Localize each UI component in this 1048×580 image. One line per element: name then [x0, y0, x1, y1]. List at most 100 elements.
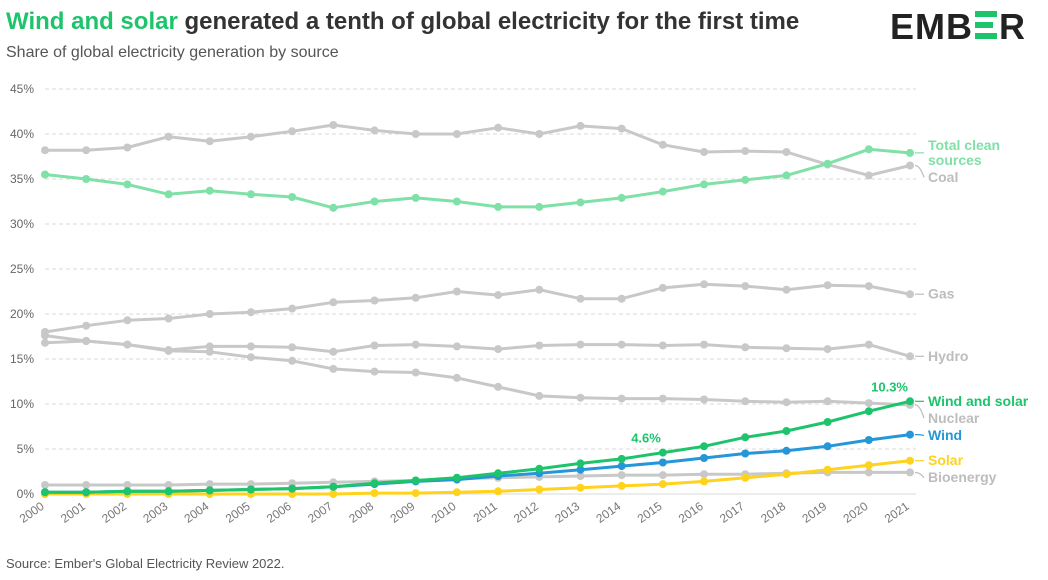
data-point-bioenergy: [123, 481, 132, 489]
data-point-solar: [658, 480, 667, 489]
data-point-nuclear: [535, 391, 544, 400]
data-point-wind-and-solar: [741, 433, 750, 442]
data-point-coal: [535, 130, 544, 138]
series-label-hydro: Hydro: [928, 348, 968, 364]
data-point-hydro: [370, 341, 379, 350]
data-point-coal: [41, 146, 49, 155]
series-line-gas: [44, 282, 911, 334]
data-point-bioenergy: [205, 480, 214, 489]
data-point-hydro: [823, 345, 832, 354]
x-tick-label: 2007: [305, 499, 335, 526]
data-point-total-clean-sources: [782, 171, 791, 180]
data-point-hydro: [535, 341, 544, 350]
data-point-nuclear: [658, 394, 667, 403]
data-point-gas: [494, 291, 503, 300]
x-tick-label: 2017: [717, 499, 747, 526]
data-point-wind: [906, 430, 914, 439]
series-label-bioenergy: Bioenergy: [928, 469, 997, 485]
data-point-wind-and-solar: [658, 448, 667, 457]
data-point-hydro: [288, 343, 297, 352]
logo-e-mark: [975, 10, 997, 40]
data-point-bioenergy: [576, 472, 585, 480]
chart-subtitle: Share of global electricity generation b…: [6, 44, 339, 61]
data-point-wind: [700, 454, 709, 462]
series-label-coal: Coal: [928, 169, 958, 185]
x-tick-label: 2011: [471, 499, 500, 525]
data-point-bioenergy: [906, 468, 914, 477]
x-tick-label: 2002: [99, 499, 129, 526]
data-point-gas: [452, 287, 461, 296]
data-point-total-clean-sources: [370, 197, 379, 206]
data-point-solar: [906, 456, 914, 465]
data-point-nuclear: [494, 382, 503, 391]
data-point-gas: [205, 310, 214, 318]
series-label-gas: Gas: [928, 286, 955, 302]
data-point-wind-and-solar: [123, 487, 132, 496]
data-point-wind-and-solar: [617, 454, 626, 463]
data-point-gas: [246, 308, 255, 317]
series-line-total-clean-sources: [44, 147, 911, 210]
data-point-hydro: [246, 342, 255, 351]
x-tick-label: 2008: [346, 499, 376, 526]
data-point-nuclear: [452, 373, 461, 382]
chart-title-highlight: Wind and solar: [6, 8, 178, 35]
series-line-hydro: [44, 339, 911, 358]
data-point-nuclear: [329, 364, 338, 373]
x-tick-label: 2004: [182, 499, 212, 526]
x-tick-label: 2012: [511, 499, 541, 526]
data-point-hydro: [617, 340, 626, 349]
data-point-gas: [741, 282, 750, 291]
x-tick-label: 2021: [882, 499, 912, 526]
data-point-solar: [535, 485, 544, 494]
data-point-hydro: [864, 340, 873, 349]
data-point-gas: [700, 280, 709, 289]
data-point-gas: [411, 293, 420, 302]
data-point-nuclear: [411, 368, 420, 377]
data-point-wind-and-solar: [782, 427, 791, 435]
chart-title: Wind and solar generated a tenth of glob…: [6, 8, 799, 36]
data-point-coal: [123, 143, 132, 152]
data-point-total-clean-sources: [741, 175, 750, 184]
x-tick-label: 2015: [635, 499, 665, 526]
data-point-gas: [906, 290, 914, 299]
x-tick-label: 2010: [429, 499, 459, 526]
data-point-solar: [823, 465, 832, 474]
series-line-coal: [45, 123, 911, 177]
data-point-coal: [452, 130, 461, 138]
data-point-hydro: [494, 345, 503, 354]
data-point-gas: [658, 283, 667, 292]
data-point-total-clean-sources: [864, 145, 873, 154]
data-point-gas: [164, 314, 173, 323]
data-point-wind: [864, 436, 873, 444]
data-point-solar: [494, 487, 503, 496]
y-tick-label: 20%: [10, 307, 34, 321]
data-point-total-clean-sources: [123, 180, 132, 189]
data-point-wind-and-solar: [700, 442, 709, 451]
data-point-nuclear: [617, 394, 626, 403]
data-point-total-clean-sources: [906, 148, 914, 157]
data-point-gas: [617, 294, 626, 303]
data-point-total-clean-sources: [452, 197, 461, 206]
data-point-total-clean-sources: [82, 175, 91, 183]
data-point-wind-and-solar: [576, 459, 585, 468]
data-point-wind: [617, 462, 626, 471]
data-point-hydro: [700, 340, 709, 349]
data-point-solar: [452, 488, 461, 497]
x-tick-label: 2006: [264, 499, 294, 526]
line-chart: 0% 5% 10% 15% 20% 25% 30% 35% 40% 45% 2000 2001 2002…: [10, 82, 1029, 526]
data-point-solar: [370, 489, 379, 498]
data-point-wind-and-solar: [164, 487, 173, 496]
series-line-solar: [45, 459, 911, 496]
data-point-coal: [864, 171, 873, 180]
x-tick-label: 2013: [552, 499, 582, 526]
x-tick-label: 2000: [17, 499, 47, 526]
data-point-gas: [823, 281, 832, 290]
data-point-total-clean-sources: [700, 180, 709, 189]
y-tick-label: 35%: [10, 172, 34, 186]
data-point-coal: [164, 132, 173, 141]
data-point-coal: [782, 148, 791, 156]
data-point-total-clean-sources: [617, 193, 626, 202]
data-point-wind-and-solar: [82, 488, 91, 497]
source-note: Source: Ember's Global Electricity Revie…: [6, 556, 285, 571]
data-point-solar: [782, 470, 791, 479]
